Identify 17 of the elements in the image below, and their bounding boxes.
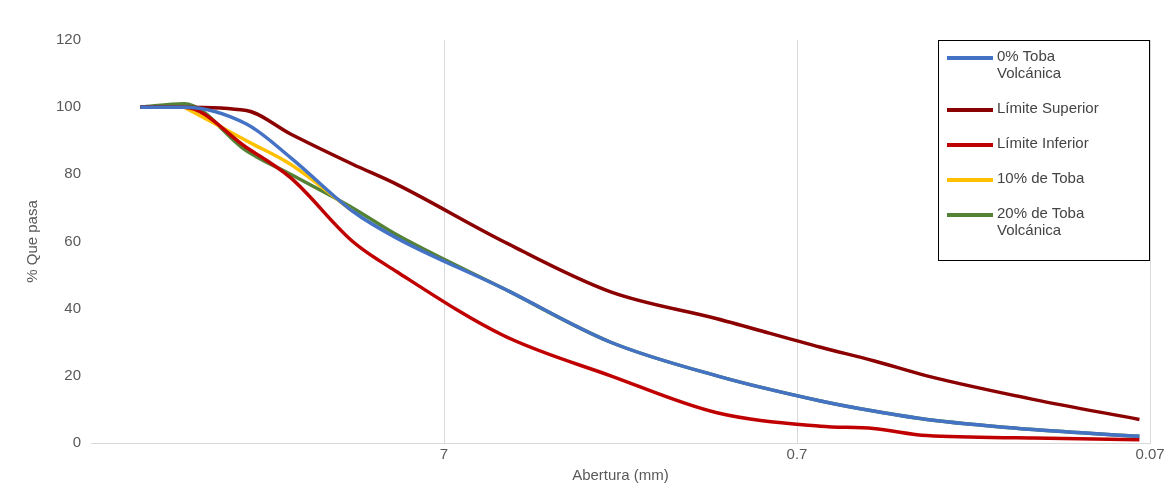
legend-label: 20% de Toba Volcánica: [997, 204, 1086, 238]
y-tick-label: 100: [56, 97, 82, 115]
y-tick-label: 0: [72, 433, 82, 451]
x-tick-label: 7: [439, 445, 449, 463]
y-tick-label: 60: [64, 231, 82, 249]
x-tick-label: 0.07: [1135, 445, 1165, 463]
x-tick-label: 0.7: [786, 445, 808, 463]
y-tick-label: 120: [56, 30, 82, 48]
legend-label: Límite Superior: [997, 99, 1099, 116]
x-axis-title: Abertura (mm): [572, 466, 669, 484]
y-tick-label: 80: [64, 164, 82, 182]
y-tick-label: 40: [64, 298, 82, 316]
y-tick-label: 20: [64, 365, 82, 383]
legend-label: 0% Toba Volcánica: [997, 47, 1063, 81]
y-axis-title: % Que pasa: [23, 199, 41, 283]
legend-label: 10% de Toba: [997, 169, 1085, 186]
legend-label: Límite Inferior: [997, 134, 1089, 151]
